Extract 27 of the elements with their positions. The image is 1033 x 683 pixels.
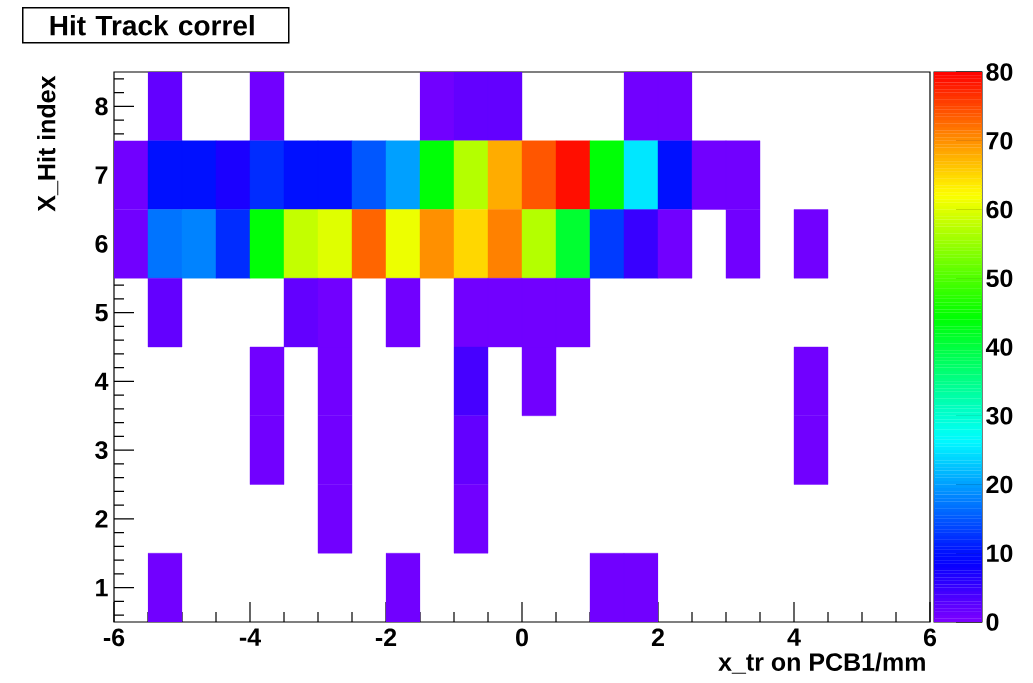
chart-title: Hit Track correl [50,14,254,36]
color-bar-label: 0 [986,613,999,631]
x-tick-label: 6 [923,628,937,647]
y-tick-label: 5 [95,303,108,322]
y-tick-label: 1 [96,579,108,597]
color-bar-label: 10 [987,544,1013,563]
x-tick-label: -4 [239,628,261,646]
color-bar-label: 30 [986,406,1013,425]
x-tick-label: 2 [651,628,664,646]
color-bar-label: 60 [986,200,1013,219]
x-tick-label: 0 [516,628,528,647]
x-tick-label: -2 [375,628,397,646]
y-tick-label: 6 [95,235,108,253]
y-tick-label: 7 [95,166,108,184]
color-bar-label: 50 [986,269,1013,288]
color-bar-label: 20 [986,475,1013,494]
y-axis-title: X_Hit index [37,75,59,212]
y-tick-label: 3 [95,441,108,459]
color-bar-label: 80 [986,63,1013,81]
y-tick-label: 2 [95,510,108,528]
color-bar-label: 40 [985,338,1013,356]
color-bar-label: 70 [986,131,1013,150]
x-tick-label: 4 [787,628,801,646]
y-tick-label: 4 [94,372,109,390]
y-tick-label: 8 [95,97,108,116]
x-axis-title: x_tr on PCB1/mm [718,652,925,674]
x-tick-label: -6 [103,628,125,647]
